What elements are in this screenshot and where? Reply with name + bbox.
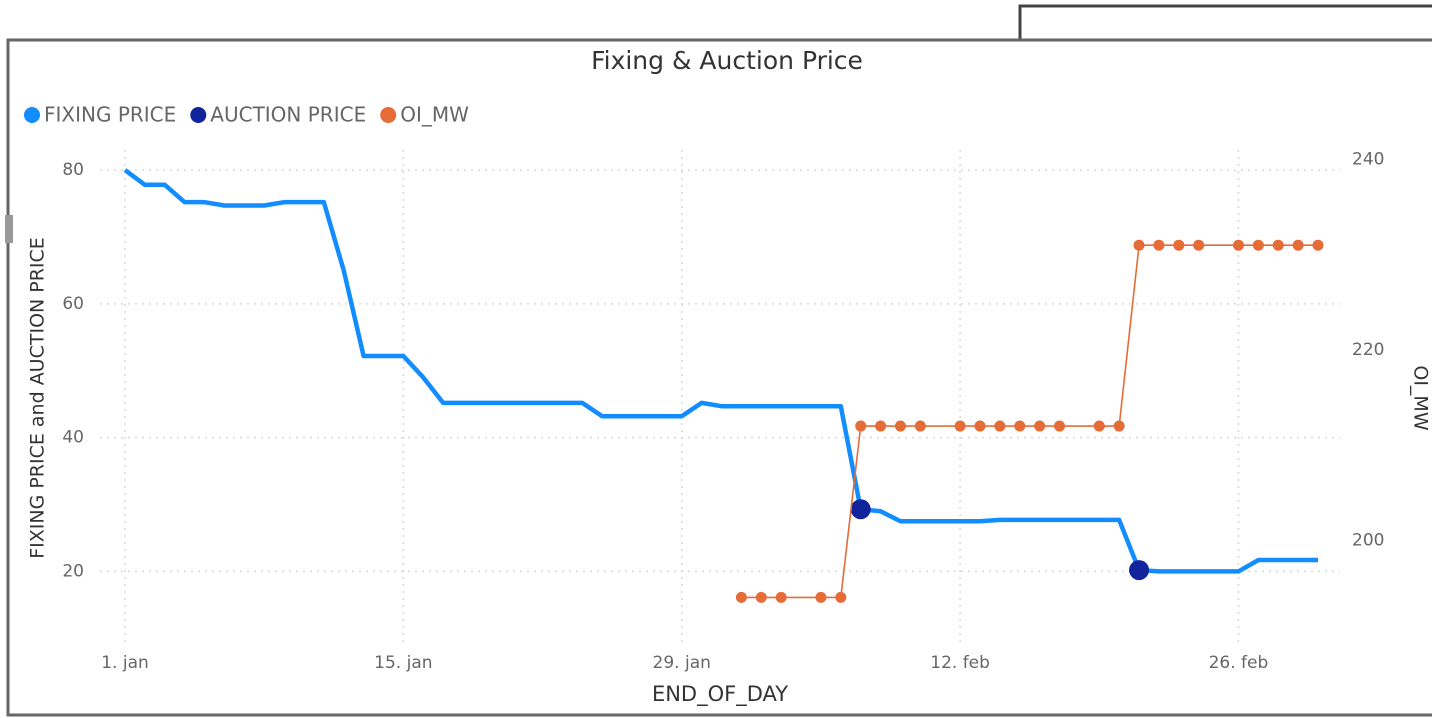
data-point (974, 420, 986, 432)
legend-marker (190, 107, 207, 123)
legend-label: OI_MW (400, 103, 469, 127)
data-point (1113, 420, 1125, 432)
data-point (1034, 420, 1046, 432)
x-tick-label: 29. jan (653, 653, 711, 673)
data-point (815, 591, 827, 603)
legend-label: AUCTION PRICE (210, 103, 366, 127)
data-point (1093, 420, 1105, 432)
data-point (735, 591, 747, 603)
legend-marker (380, 107, 397, 123)
data-point (914, 420, 926, 432)
x-tick-label: 15. jan (374, 653, 432, 673)
data-point (1312, 239, 1324, 251)
data-point (1153, 239, 1165, 251)
data-point (1193, 239, 1205, 251)
y2-tick-label: 200 (1352, 530, 1384, 550)
data-point (1014, 420, 1026, 432)
data-point (1272, 239, 1284, 251)
data-point (755, 591, 767, 603)
data-point (1252, 239, 1264, 251)
x-axis-title: END_OF_DAY (652, 682, 788, 707)
y-axis-title: FIXING PRICE and AUCTION PRICE (27, 237, 49, 559)
x-tick-label: 12. feb (930, 653, 990, 673)
chart-title: Fixing & Auction Price (591, 46, 863, 75)
data-point (1129, 560, 1150, 581)
y2-axis-title: OI_MW (1410, 365, 1432, 430)
data-point (1292, 239, 1304, 251)
data-point (850, 499, 871, 520)
data-point (875, 420, 887, 432)
y-tick-label: 80 (62, 160, 84, 180)
series-line (741, 244, 1318, 599)
y2-tick-label: 220 (1352, 340, 1384, 360)
y-tick-label: 20 (62, 561, 84, 581)
y-tick-label: 60 (62, 294, 84, 314)
data-point (775, 591, 787, 603)
legend-marker (24, 107, 40, 123)
data-point (1232, 239, 1244, 251)
data-point (954, 420, 966, 432)
x-tick-label: 1. jan (101, 653, 149, 673)
legend-label: FIXING PRICE (44, 103, 176, 127)
data-point (1133, 239, 1145, 251)
series-line (123, 168, 1318, 574)
data-point (894, 420, 906, 432)
data-point (855, 420, 867, 432)
y2-tick-label: 240 (1352, 150, 1384, 170)
y-tick-label: 40 (62, 428, 84, 448)
data-point (994, 420, 1006, 432)
resize-handle[interactable] (5, 215, 13, 243)
data-point (1054, 420, 1066, 432)
x-tick-label: 26. feb (1209, 653, 1269, 673)
data-point (1173, 239, 1185, 251)
data-point (835, 591, 847, 603)
visual-frame (6, 38, 1432, 717)
